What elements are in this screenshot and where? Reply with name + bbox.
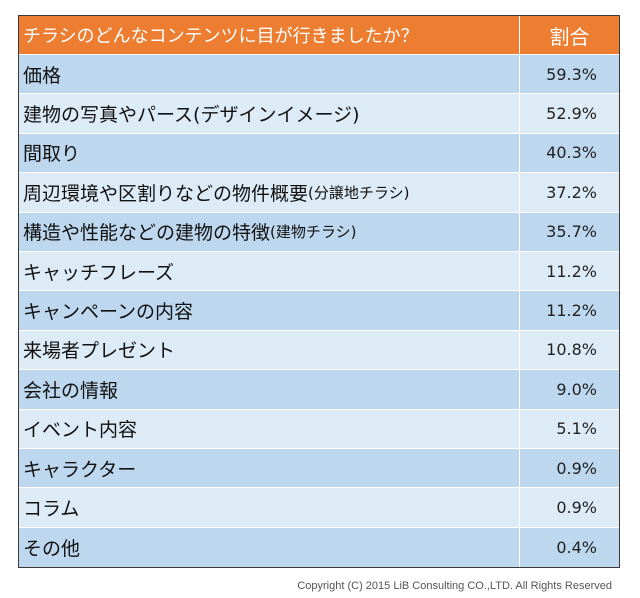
row-value: 11.2% bbox=[519, 251, 619, 291]
row-label-text: 建物の写真やパース(デザインイメージ) bbox=[23, 104, 360, 127]
row-value: 0.9% bbox=[519, 488, 619, 527]
survey-table: チラシのどんなコンテンツに目が行きましたか？ 割合 価格 59.3% 建物の写真やパ… bbox=[18, 15, 620, 569]
table-row: イベント内容 5.1% bbox=[19, 409, 619, 449]
row-label-text: キャッチフレーズ bbox=[23, 261, 175, 284]
row-label: 価格 bbox=[19, 55, 519, 93]
table-row: 構造や性能などの建物の特徴 (建物チラシ) 35.7% bbox=[19, 212, 619, 252]
row-label-note: (建物チラシ) bbox=[270, 223, 357, 242]
row-value: 10.8% bbox=[519, 330, 619, 370]
table-row: コラム 0.9% bbox=[19, 488, 619, 528]
table-row: 来場者プレゼント 10.8% bbox=[19, 330, 619, 371]
row-value: 0.9% bbox=[519, 448, 619, 488]
row-label: 周辺環境や区割りなどの物件概要 (分譲地チラシ) bbox=[19, 173, 519, 211]
table-row: キャラクター 0.9% bbox=[19, 448, 619, 489]
row-label-text: 周辺環境や区割りなどの物件概要 bbox=[23, 182, 309, 205]
row-value: 40.3% bbox=[519, 133, 619, 173]
row-value: 35.7% bbox=[519, 212, 619, 251]
row-label-text: キャラクター bbox=[23, 458, 137, 481]
row-label: キャラクター bbox=[19, 449, 519, 487]
header-question: チラシのどんなコンテンツに目が行きましたか？ bbox=[23, 26, 419, 47]
row-label: 会社の情報 bbox=[19, 370, 519, 408]
row-value: 9.0% bbox=[519, 370, 619, 409]
header-ratio: 割合 bbox=[519, 16, 619, 54]
copyright: Copyright (C) 2015 LiB Consulting CO.,LT… bbox=[297, 580, 612, 592]
row-label: イベント内容 bbox=[19, 410, 519, 448]
table-row: 建物の写真やパース(デザインイメージ) 52.9% bbox=[19, 94, 619, 134]
row-label-text: 間取り bbox=[23, 143, 81, 166]
row-value: 37.2% bbox=[519, 173, 619, 212]
table-row: 間取り 40.3% bbox=[19, 133, 619, 174]
row-label-text: 構造や性能などの建物の特徴 bbox=[23, 222, 271, 245]
table-row: 会社の情報 9.0% bbox=[19, 370, 619, 410]
table-row: その他 0.4% bbox=[19, 527, 619, 568]
table-row: キャッチフレーズ 11.2% bbox=[19, 251, 619, 292]
table-row: 周辺環境や区割りなどの物件概要 (分譲地チラシ) 37.2% bbox=[19, 173, 619, 213]
row-label-note: (分譲地チラシ) bbox=[308, 183, 410, 202]
row-label-text: 会社の情報 bbox=[23, 379, 119, 402]
row-label: コラム bbox=[19, 488, 519, 526]
row-label: 来場者プレゼント bbox=[19, 331, 519, 369]
row-label-text: その他 bbox=[23, 537, 81, 560]
table-row: キャンペーンの内容 11.2% bbox=[19, 291, 619, 331]
row-label: 間取り bbox=[19, 134, 519, 172]
table-header: チラシのどんなコンテンツに目が行きましたか？ 割合 bbox=[19, 16, 619, 55]
row-label-text: 来場者プレゼント bbox=[23, 340, 176, 363]
row-label-text: コラム bbox=[23, 497, 80, 520]
row-value: 11.2% bbox=[519, 291, 619, 330]
table-row: 価格 59.3% bbox=[19, 55, 619, 95]
row-label-text: 価格 bbox=[23, 64, 62, 87]
row-label: 構造や性能などの建物の特徴 (建物チラシ) bbox=[19, 213, 519, 251]
row-value: 59.3% bbox=[519, 55, 619, 94]
row-label: その他 bbox=[19, 528, 519, 567]
row-label-text: キャンペーンの内容 bbox=[23, 301, 194, 324]
row-value: 0.4% bbox=[519, 527, 619, 568]
row-value: 52.9% bbox=[519, 94, 619, 133]
row-label: 建物の写真やパース(デザインイメージ) bbox=[19, 94, 519, 132]
row-label-text: イベント内容 bbox=[23, 419, 138, 442]
row-label: キャンペーンの内容 bbox=[19, 291, 519, 329]
row-value: 5.1% bbox=[519, 409, 619, 448]
row-label: キャッチフレーズ bbox=[19, 252, 519, 290]
